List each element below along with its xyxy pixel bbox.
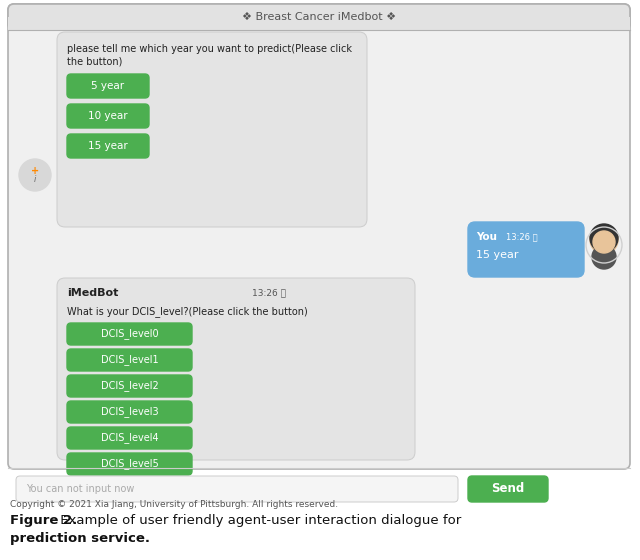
Text: Copyright © 2021 Xia Jiang, University of Pittsburgh. All rights reserved.: Copyright © 2021 Xia Jiang, University o… xyxy=(10,500,338,509)
Text: 15 year: 15 year xyxy=(476,250,518,260)
FancyBboxPatch shape xyxy=(67,134,149,158)
Text: You: You xyxy=(476,232,497,242)
Text: the button): the button) xyxy=(67,56,122,66)
FancyBboxPatch shape xyxy=(67,323,192,345)
Text: please tell me which year you want to predict(Please click: please tell me which year you want to pr… xyxy=(67,44,352,54)
Text: DCIS_level2: DCIS_level2 xyxy=(100,381,158,391)
FancyBboxPatch shape xyxy=(468,476,548,502)
Text: DCIS_level4: DCIS_level4 xyxy=(100,432,158,444)
Circle shape xyxy=(590,226,618,254)
FancyBboxPatch shape xyxy=(67,375,192,397)
Text: Send: Send xyxy=(492,483,525,496)
Text: You can not input now: You can not input now xyxy=(26,484,134,494)
Text: DCIS_level1: DCIS_level1 xyxy=(100,354,158,366)
Text: ❖ Breast Cancer iMedbot ❖: ❖ Breast Cancer iMedbot ❖ xyxy=(242,12,396,22)
Text: 15 year: 15 year xyxy=(88,141,128,151)
Text: DCIS_level0: DCIS_level0 xyxy=(100,329,158,339)
Text: iMedBot: iMedBot xyxy=(67,288,118,298)
Text: 5 year: 5 year xyxy=(92,81,125,91)
Text: Example of user friendly agent-user interaction dialogue for: Example of user friendly agent-user inte… xyxy=(56,514,461,527)
Circle shape xyxy=(19,159,51,191)
Circle shape xyxy=(593,231,615,253)
Text: 13:26 ⓘ: 13:26 ⓘ xyxy=(252,288,286,297)
FancyBboxPatch shape xyxy=(67,74,149,98)
FancyBboxPatch shape xyxy=(67,401,192,423)
Text: Figure 2.: Figure 2. xyxy=(10,514,77,527)
Text: What is your DCIS_level?(Please click the button): What is your DCIS_level?(Please click th… xyxy=(67,306,308,317)
Text: +: + xyxy=(31,166,39,176)
FancyBboxPatch shape xyxy=(67,427,192,449)
Bar xyxy=(8,468,630,469)
Text: 13:26 ⓘ: 13:26 ⓘ xyxy=(506,232,538,241)
Text: DCIS_level5: DCIS_level5 xyxy=(100,459,158,469)
Text: 10 year: 10 year xyxy=(88,111,128,121)
FancyBboxPatch shape xyxy=(67,453,192,475)
FancyBboxPatch shape xyxy=(57,32,367,227)
FancyBboxPatch shape xyxy=(57,278,415,460)
Text: DCIS_level3: DCIS_level3 xyxy=(100,407,158,417)
Circle shape xyxy=(590,224,618,252)
FancyBboxPatch shape xyxy=(468,222,584,277)
Text: prediction service.: prediction service. xyxy=(10,532,150,545)
FancyBboxPatch shape xyxy=(8,4,630,469)
FancyBboxPatch shape xyxy=(67,349,192,371)
FancyBboxPatch shape xyxy=(67,104,149,128)
Text: i: i xyxy=(34,175,36,184)
Circle shape xyxy=(592,245,616,269)
FancyBboxPatch shape xyxy=(16,476,458,502)
Bar xyxy=(8,17,630,30)
FancyBboxPatch shape xyxy=(8,4,630,30)
